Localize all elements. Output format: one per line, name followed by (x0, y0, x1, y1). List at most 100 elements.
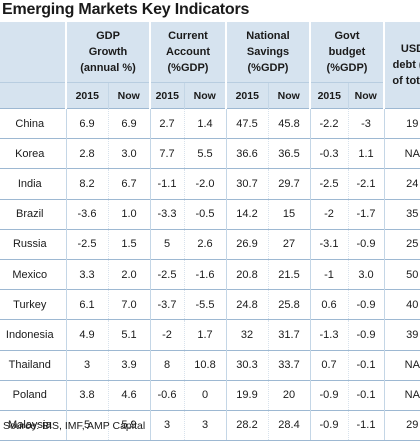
value-cell: 7.7 (149, 138, 184, 169)
value-cell: -0.1 (347, 349, 385, 381)
group-header-line: debt (% (392, 59, 420, 71)
value-cell: 26.9 (225, 228, 268, 260)
value-cell: 2.6 (183, 228, 226, 260)
value-cell: 15 (267, 198, 310, 230)
country-cell: Korea (0, 138, 66, 169)
subheader-cell: Now (183, 82, 226, 109)
table-row: Brazil -3.6 1.0 -3.3 -0.5 14.2 15 -2 -1.7 35 (0, 198, 420, 230)
value-cell: 5 (149, 228, 184, 260)
value-cell: 1.7 (183, 319, 226, 350)
value-cell: NA (383, 138, 420, 169)
value-cell: NA (383, 379, 420, 411)
value-cell: 7.0 (107, 289, 150, 320)
value-cell: 28.2 (225, 409, 268, 441)
value-cell: 33.7 (267, 349, 310, 381)
value-cell: 6.9 (65, 107, 108, 139)
table-row: Russia -2.5 1.5 5 2.6 26.9 27 -3.1 -0.9 25 (0, 228, 420, 260)
value-cell: 47.5 (225, 107, 268, 139)
country-cell: Turkey (0, 289, 66, 320)
group-header-line: National (246, 30, 290, 42)
value-cell: 4.6 (107, 379, 150, 411)
value-cell: 20.8 (225, 258, 268, 290)
value-cell: 0.6 (309, 289, 348, 320)
value-cell: 6.1 (65, 289, 108, 320)
value-cell: 29 (383, 409, 420, 441)
chart-title: Emerging Markets Key Indicators (2, 1, 250, 18)
subheader-cell: 2015 (149, 82, 184, 109)
value-cell: -2.5 (65, 228, 108, 260)
group-header-row: GDP Growth (annual %) Current Account (%GDP)… (0, 22, 420, 109)
table-row: Poland 3.8 4.6 -0.6 0 19.9 20 -0.9 -0.1 NA (0, 379, 420, 411)
value-cell: 39 (383, 319, 420, 350)
corner-cell (0, 22, 66, 83)
subheader-cell: 2015 (309, 82, 348, 109)
subheader-cell: Now (347, 82, 385, 109)
value-cell: 0 (183, 379, 226, 411)
value-cell: 25.8 (267, 289, 310, 320)
value-cell: 50 (383, 258, 420, 290)
table-row: Indonesia 4.9 5.1 -2 1.7 32 31.7 -1.3 -0.9 39 (0, 319, 420, 350)
value-cell: 19.9 (225, 379, 268, 411)
value-cell: 1.4 (183, 107, 226, 139)
value-cell: 10.8 (183, 349, 226, 381)
source-note: Source: BIS, IMF, AMP Capital (3, 420, 146, 432)
group-header-line: (%GDP) (326, 62, 368, 74)
value-cell: 36.6 (225, 138, 268, 169)
value-cell: 24.8 (225, 289, 268, 320)
group-header-line: Savings (246, 46, 290, 58)
value-cell: -1.1 (149, 168, 184, 200)
value-cell: 19 (383, 107, 420, 139)
value-cell: 28.4 (267, 409, 310, 441)
value-cell: 1.0 (107, 198, 150, 230)
value-cell: -5.5 (183, 289, 226, 320)
value-cell: -2 (149, 319, 184, 350)
country-cell: Poland (0, 379, 66, 411)
group-header-line: (annual %) (80, 62, 136, 74)
value-cell: -0.9 (309, 379, 348, 411)
group-header-line: budget (328, 46, 366, 58)
group-header-line: Account (166, 46, 210, 58)
value-cell: -0.1 (347, 379, 385, 411)
value-cell: 4.9 (65, 319, 108, 350)
value-cell: -3 (347, 107, 385, 139)
table-row: Thailand 3 3.9 8 10.8 30.3 33.7 0.7 -0.1 NA (0, 349, 420, 381)
value-cell: 8.2 (65, 168, 108, 200)
value-cell: -0.9 (347, 228, 385, 260)
value-cell: -0.9 (347, 289, 385, 320)
value-cell: -2.0 (183, 168, 226, 200)
value-cell: 3 (149, 409, 184, 441)
table-body: China 6.9 6.9 2.7 1.4 47.5 45.8 -2.2 -3 19 Korea 2.… (0, 107, 420, 441)
table-row: India 8.2 6.7 -1.1 -2.0 30.7 29.7 -2.5 -2.1 24 (0, 168, 420, 200)
value-cell: 32 (225, 319, 268, 350)
value-cell: 3 (65, 349, 108, 381)
value-cell: -3.3 (149, 198, 184, 230)
value-cell: 35 (383, 198, 420, 230)
value-cell: 8 (149, 349, 184, 381)
table-row: Mexico 3.3 2.0 -2.5 -1.6 20.8 21.5 -1 3.0 50 (0, 258, 420, 290)
country-cell: Russia (0, 228, 66, 260)
table-row: Turkey 6.1 7.0 -3.7 -5.5 24.8 25.8 0.6 -0.9 40 (0, 289, 420, 320)
value-cell: 31.7 (267, 319, 310, 350)
value-cell: -1.3 (309, 319, 348, 350)
table-row: Malaysia 5 5.9 3 3 28.2 28.4 -0.9 -1.1 29 (0, 409, 420, 441)
indicators-table: GDP Growth (annual %) Current Account (%GDP)… (0, 22, 420, 441)
value-cell: 6.7 (107, 168, 150, 200)
value-cell: 5.5 (183, 138, 226, 169)
value-cell: 21.5 (267, 258, 310, 290)
value-cell: -2.5 (149, 258, 184, 290)
value-cell: -0.3 (309, 138, 348, 169)
subheader-cell: 2015 (225, 82, 268, 109)
group-header-line: (%GDP) (167, 62, 209, 74)
value-cell: 1.5 (107, 228, 150, 260)
value-cell: 5.1 (107, 319, 150, 350)
group-header-line: GDP (96, 30, 120, 42)
value-cell: 3.9 (107, 349, 150, 381)
value-cell: 3.0 (107, 138, 150, 169)
value-cell: -0.9 (347, 319, 385, 350)
value-cell: 2.7 (149, 107, 184, 139)
corner-cell (0, 82, 66, 109)
value-cell: -2.5 (309, 168, 348, 200)
value-cell: -0.9 (309, 409, 348, 441)
value-cell: 30.3 (225, 349, 268, 381)
value-cell: -0.6 (149, 379, 184, 411)
